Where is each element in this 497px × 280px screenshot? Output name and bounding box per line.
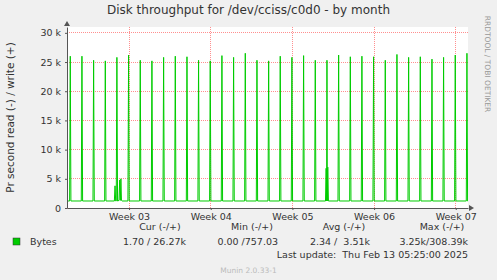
y-grid-line: [67, 91, 468, 92]
title: Disk throughput for /dev/cciss/c0d0 - by…: [107, 3, 390, 17]
y-grid-line: [67, 208, 468, 209]
x-tick-mark: [129, 208, 130, 210]
x-tick: Week 06: [354, 208, 395, 222]
y-tick-label: 15 k: [40, 115, 61, 126]
chart: Week 03 Week 04 Week 05 Week 06 Week 07 0 5 k 1…: [0, 0, 497, 280]
footer: Munin 2.0.33-1: [220, 266, 277, 275]
y-tick-label: 0: [55, 203, 61, 214]
x-tick-label: Week 05: [272, 211, 313, 222]
y-tick-mark: [65, 150, 67, 151]
x-axis-arrow: [469, 205, 474, 211]
last-update: Last update: Thu Feb 13 05:25:00 2025: [277, 249, 468, 260]
y-axis-line: [67, 28, 68, 209]
y-axis: 0 5 k 10 k 15 k 20 k 25 k 30 k: [40, 27, 67, 213]
legend-header: Max (-/+): [420, 221, 465, 232]
x-tick-mark: [211, 208, 212, 210]
grid: [67, 27, 468, 208]
y-tick-label: 20 k: [40, 86, 61, 97]
y-tick: 5 k: [46, 173, 67, 184]
x-axis: Week 03 Week 04 Week 05 Week 06 Week 07: [68, 208, 477, 222]
legend-label: Bytes: [30, 236, 57, 247]
y-tick-mark: [65, 208, 67, 209]
x-tick: Week 05: [272, 208, 313, 222]
x-tick-mark: [292, 208, 293, 210]
legend-header: Avg (-/+): [323, 221, 366, 232]
x-tick-mark: [374, 208, 375, 210]
legend-header: Cur (-/+): [139, 221, 181, 232]
y-tick-mark: [65, 62, 67, 63]
y-tick-mark: [65, 91, 67, 92]
y-tick: 20 k: [40, 86, 67, 97]
y-tick-label: 25 k: [40, 57, 61, 68]
y-tick: 30 k: [40, 27, 67, 38]
y-tick-mark: [65, 120, 67, 121]
legend-value: 0.00 /757.03: [217, 236, 278, 247]
y-tick-mark: [65, 179, 67, 180]
x-tick-label: Week 04: [191, 211, 232, 222]
y-tick: 25 k: [40, 57, 67, 68]
y-tick-label: 10 k: [40, 144, 61, 155]
y-axis-arrow: [64, 21, 70, 26]
y-tick: 0: [55, 203, 67, 214]
y-tick: 15 k: [40, 115, 67, 126]
x-axis-line: [68, 208, 469, 209]
x-tick: Week 03: [109, 208, 150, 222]
background: [0, 0, 497, 280]
x-tick: Week 07: [436, 208, 477, 222]
y-tick-label: 5 k: [46, 173, 61, 184]
watermark: RRDTOOL / TOBI OETIKER: [483, 16, 492, 113]
plot: [67, 53, 468, 201]
legend-value: 3.25k/308.39k: [399, 236, 468, 247]
legend-value: 2.34 / 3.51k: [310, 236, 371, 247]
y-grid-line: [67, 32, 468, 33]
x-tick-mark: [456, 208, 457, 210]
y-tick: 10 k: [40, 144, 67, 155]
x-tick: Week 04: [191, 208, 232, 222]
y-grid-line: [67, 62, 468, 63]
y-tick-mark: [65, 33, 67, 34]
plot-area: [67, 27, 468, 208]
legend-header: Min (-/+): [231, 221, 273, 232]
y-axis-title: Pr second read (-) / write (+): [4, 42, 16, 193]
legend-swatch: [13, 238, 20, 245]
y-tick-label: 30 k: [40, 27, 61, 38]
legend-value: 1.70 / 26.27k: [123, 236, 187, 247]
series-line: [67, 53, 468, 201]
